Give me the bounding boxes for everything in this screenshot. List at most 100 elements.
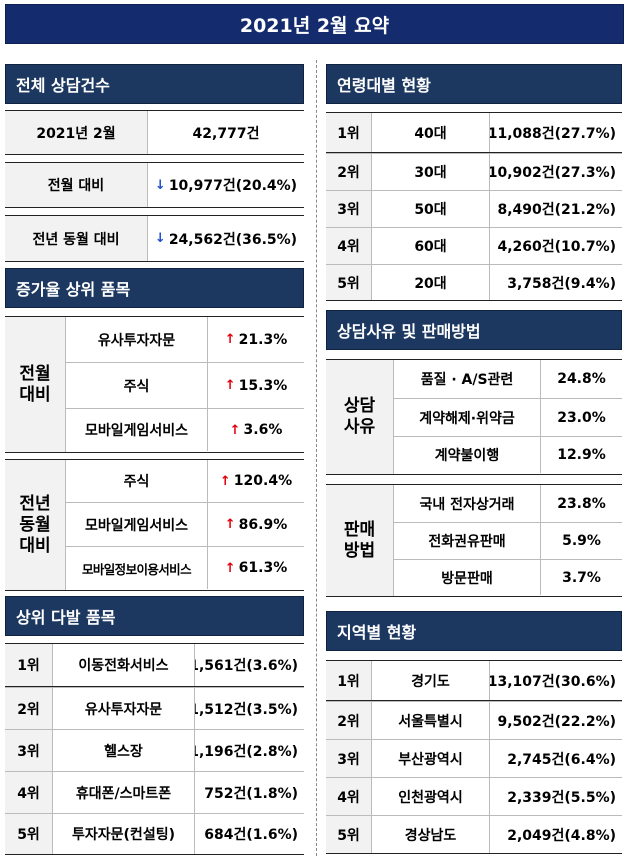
frequent-rows: 1위 이동전화서비스 1,561건(3.6%) 2위 유사투자자문 1,512건…	[5, 643, 304, 855]
age-rank: 1위	[326, 113, 372, 152]
reason-table: 상담 사유 품질 · A/S관련 24.8% 계약해제·위약금 23.0% 계약…	[326, 359, 622, 597]
reason-item-name: 계약해제·위약금	[394, 399, 541, 436]
total-label: 전월 대비	[5, 163, 148, 207]
growth-group-label: 전월 대비	[5, 317, 66, 452]
total-value-cell: ↓ 24,562건(36.5%)	[148, 216, 304, 261]
region-table: 1위 경기도 13,107건(30.6%) 2위 서울특별시 9,502건(22…	[326, 660, 622, 855]
blue-down-arrow-icon: ↓	[154, 177, 166, 193]
frequent-rank: 1위	[5, 644, 53, 686]
growth-item-rate: 120.4%	[233, 473, 293, 489]
reason-item: 전화권유판매 5.9%	[394, 522, 622, 559]
growth-group-prev-year: 전년 동월 대비 주식 ↑ 120.4% 모바일게임서비스 ↑ 86.9% 모바일정…	[5, 459, 304, 591]
red-up-arrow-icon: ↑	[229, 422, 241, 438]
reason-group-label: 판매 방법	[326, 485, 394, 596]
frequent-heading: 상위 다발 품목	[16, 608, 116, 627]
region-rank: 3위	[326, 740, 372, 777]
age-name: 40대	[372, 113, 490, 152]
region-name: 경기도	[372, 661, 490, 700]
growth-item-rate: 15.3%	[238, 377, 288, 394]
frequent-value: 1,561건(3.6%)	[195, 658, 298, 674]
growth-item: 모바일정보이용서비스 ↑ 61.3%	[66, 546, 304, 589]
age-table: 1위 40대 11,088건(27.7%) 2위 30대 10,902건(27.…	[326, 112, 622, 302]
total-row-month: 2021년 2월 42,777건	[5, 110, 304, 155]
total-value: 24,562건(36.5%)	[168, 231, 298, 248]
total-label: 전년 동월 대비	[5, 216, 148, 261]
region-row: 5위 경상남도 2,049건(4.8%)	[326, 815, 622, 854]
region-value: 2,745건(6.4%)	[507, 751, 616, 768]
red-up-arrow-icon: ↑	[224, 378, 236, 393]
reason-item-rate: 24.8%	[557, 371, 606, 387]
frequent-name: 이동전화서비스	[53, 644, 195, 686]
region-value: 2,049건(4.8%)	[507, 827, 616, 844]
frequent-value: 1,512건(3.5%)	[195, 701, 298, 718]
total-heading: 전체 상담건수	[16, 76, 110, 95]
reason-item-rate: 23.8%	[557, 495, 606, 512]
reason-section-header: 상담사유 및 판매방법	[326, 310, 622, 350]
frequent-value: 1,196건(2.8%)	[195, 743, 298, 760]
reason-item-rate: 12.9%	[557, 447, 606, 463]
growth-group-prev-month: 전월 대비 유사투자자문 ↑ 21.3% 주식 ↑ 15.3% 모바일게임서비스 ↑…	[5, 316, 304, 453]
total-value-cell: ↓ 10,977건(20.4%)	[148, 163, 304, 207]
age-name: 20대	[372, 265, 490, 300]
frequent-name: 투자자문(컨설팅)	[53, 814, 195, 854]
growth-item-name: 주식	[66, 363, 208, 408]
age-row: 4위 60대 4,260건(10.7%)	[326, 227, 622, 264]
frequent-row: 1위 이동전화서비스 1,561건(3.6%)	[5, 643, 304, 687]
age-value: 4,260건(10.7%)	[497, 239, 616, 255]
frequent-row: 5위 투자자문(컨설팅) 684건(1.6%)	[5, 813, 304, 855]
region-name: 부산광역시	[372, 740, 490, 777]
growth-item-name: 모바일게임서비스	[66, 409, 208, 451]
region-row: 3위 부산광역시 2,745건(6.4%)	[326, 739, 622, 777]
page-title: 2021년 2월 요약	[5, 4, 624, 44]
age-value: 10,902건(27.3%)	[490, 165, 616, 181]
region-value: 9,502건(22.2%)	[497, 713, 616, 730]
age-rank: 4위	[326, 228, 372, 264]
age-rank: 5위	[326, 265, 372, 300]
reason-item-name: 방문판매	[394, 560, 541, 595]
region-name: 서울특별시	[372, 702, 490, 739]
age-value: 3,758건(9.4%)	[507, 275, 616, 292]
region-value: 2,339건(5.5%)	[507, 789, 616, 806]
growth-table: 전월 대비 유사투자자문 ↑ 21.3% 주식 ↑ 15.3% 모바일게임서비스 ↑…	[5, 316, 304, 591]
age-name: 30대	[372, 154, 490, 190]
age-row: 1위 40대 11,088건(27.7%)	[326, 112, 622, 153]
reason-item-name: 품질 · A/S관련	[394, 360, 541, 398]
growth-item: 유사투자자문 ↑ 21.3%	[66, 317, 304, 362]
growth-item: 모바일게임서비스 ↑ 86.9%	[66, 502, 304, 546]
reason-item: 방문판매 3.7%	[394, 559, 622, 595]
reason-item-rate: 3.7%	[562, 569, 601, 586]
growth-item: 모바일게임서비스 ↑ 3.6%	[66, 408, 304, 451]
reason-item-name: 계약불이행	[394, 437, 541, 473]
frequent-row: 4위 휴대폰/스마트폰 752건(1.8%)	[5, 771, 304, 813]
region-row: 1위 경기도 13,107건(30.6%)	[326, 660, 622, 701]
growth-item-rate: 86.9%	[238, 516, 288, 533]
growth-item-name: 모바일정보이용서비스	[66, 547, 208, 589]
age-row: 5위 20대 3,758건(9.4%)	[326, 264, 622, 301]
frequent-table: 1위 이동전화서비스 1,561건(3.6%) 2위 유사투자자문 1,512건…	[5, 643, 304, 855]
total-table: 2021년 2월 42,777건 전월 대비 ↓ 10,977건(20.4%) 전…	[5, 110, 304, 265]
growth-group-label-text: 전년 동월 대비	[19, 493, 51, 556]
total-value: 10,977건(20.4%)	[168, 178, 298, 194]
reason-heading: 상담사유 및 판매방법	[337, 322, 481, 341]
region-section-header: 지역별 현황	[326, 611, 622, 651]
growth-heading: 증가율 상위 품목	[16, 280, 131, 299]
age-value: 11,088건(27.7%)	[490, 125, 616, 142]
region-rank: 5위	[326, 816, 372, 853]
reason-item-rate: 23.0%	[557, 409, 606, 426]
age-name: 60대	[372, 228, 490, 264]
frequent-section-header: 상위 다발 품목	[5, 596, 304, 636]
reason-group-label: 상담 사유	[326, 360, 394, 474]
total-section-header: 전체 상담건수	[5, 64, 304, 104]
total-label: 2021년 2월	[5, 111, 148, 154]
age-heading: 연령대별 현황	[337, 76, 431, 95]
frequent-value: 752건(1.8%)	[204, 785, 298, 802]
reason-group-label-text: 상담 사유	[343, 396, 376, 437]
reason-item: 국내 전자상거래 23.8%	[394, 485, 622, 522]
growth-item-rate: 3.6%	[243, 422, 283, 438]
region-rank: 1위	[326, 661, 372, 700]
growth-group-label: 전년 동월 대비	[5, 460, 66, 590]
red-up-arrow-icon: ↑	[219, 473, 231, 489]
reason-item-rate: 5.9%	[562, 533, 601, 549]
growth-item-name: 주식	[66, 460, 208, 502]
growth-item: 주식 ↑ 120.4%	[66, 460, 304, 502]
